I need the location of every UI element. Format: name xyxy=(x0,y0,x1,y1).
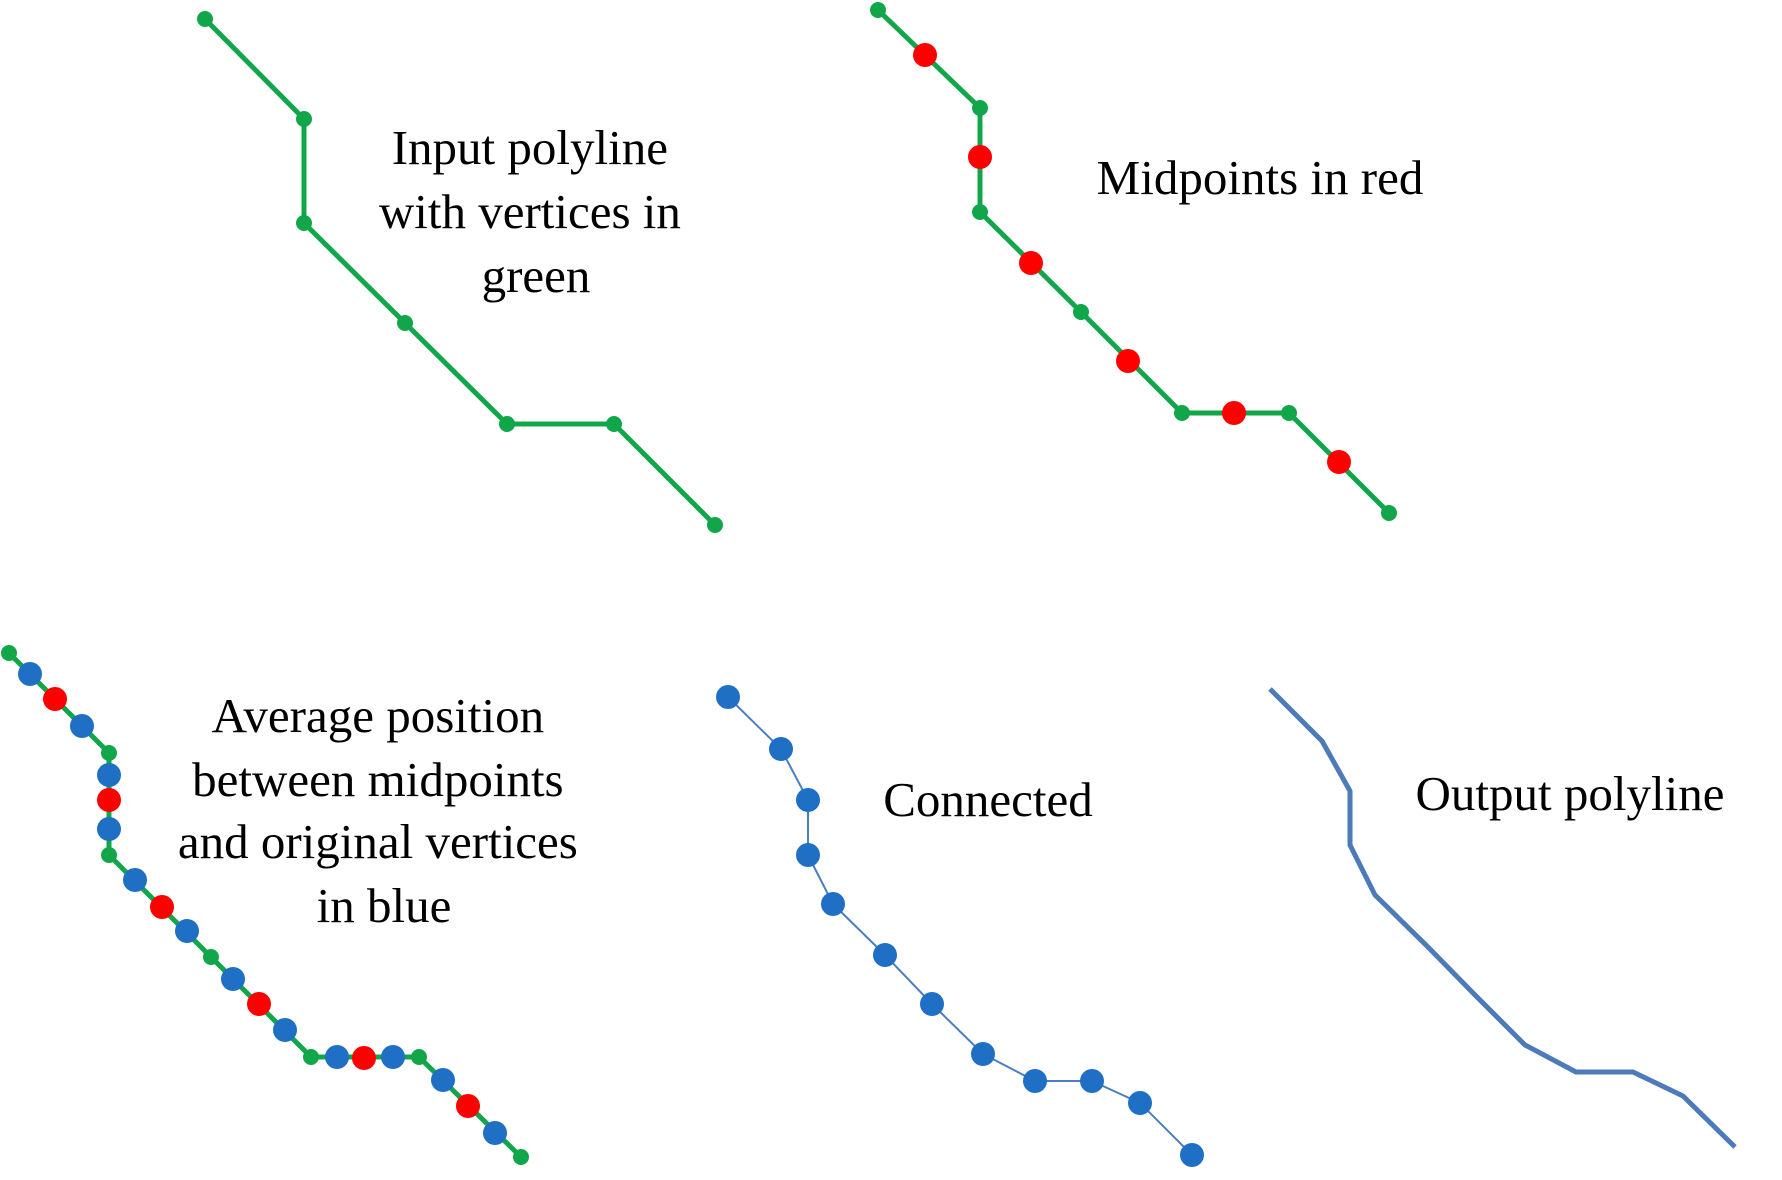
midpanel-vertex-1 xyxy=(870,2,886,18)
connected-point-11 xyxy=(1128,1091,1152,1115)
average-point-5 xyxy=(123,868,147,892)
midpoints-caption: Midpoints in red xyxy=(1097,150,1424,205)
connected-point-8 xyxy=(971,1042,995,1066)
output-caption: Output polyline xyxy=(1416,766,1725,821)
input-vertex-5 xyxy=(499,416,515,432)
connected-point-4 xyxy=(796,843,820,867)
connected-points xyxy=(716,685,1204,1167)
average-panel-vertex-1 xyxy=(1,645,17,661)
input-polyline xyxy=(203,17,717,527)
average-panel-midpoint-1 xyxy=(43,687,67,711)
connected-caption: Connected xyxy=(883,772,1093,827)
connected-point-7 xyxy=(920,992,944,1016)
average-point-3 xyxy=(97,763,121,787)
input-polyline-panel: Input polyline with vertices in green xyxy=(197,11,723,533)
average-panel-midpoint-3 xyxy=(150,895,174,919)
output-panel: Output polyline xyxy=(1268,687,1737,1149)
input-caption-line-3: green xyxy=(482,248,591,303)
average-point-7 xyxy=(221,967,245,991)
midpoint-3 xyxy=(1019,251,1043,275)
midpoint-6 xyxy=(1327,450,1351,474)
average-caption-line-2: between midpoints xyxy=(192,752,564,807)
average-panel: Average position between midpoints and o… xyxy=(1,645,590,1165)
average-panel-midpoint-6 xyxy=(456,1094,480,1118)
connected-point-10 xyxy=(1080,1069,1104,1093)
input-caption: Input polyline with vertices in green xyxy=(379,120,693,303)
input-vertex-1 xyxy=(197,11,213,27)
average-panel-vertex-5 xyxy=(303,1049,319,1065)
midpanel-vertex-6 xyxy=(1281,405,1297,421)
average-panel-midpoint-5 xyxy=(352,1046,376,1070)
input-caption-line-1: Input polyline xyxy=(392,120,668,175)
midpanel-vertex-7 xyxy=(1381,505,1397,521)
output-polyline xyxy=(1268,687,1737,1149)
midpanel-vertex-3 xyxy=(972,204,988,220)
average-point-4 xyxy=(97,817,121,841)
average-point-6 xyxy=(175,919,199,943)
midpoints-panel-vertices xyxy=(870,2,1397,521)
midpanel-vertex-5 xyxy=(1174,405,1190,421)
average-panel-vertex-3 xyxy=(101,847,117,863)
midpoint-5 xyxy=(1222,401,1246,425)
average-panel-vertex-6 xyxy=(411,1049,427,1065)
average-panel-vertex-7 xyxy=(513,1149,529,1165)
connected-point-1 xyxy=(716,685,740,709)
connected-caption-line-1: Connected xyxy=(883,772,1093,827)
average-panel-midpoint-4 xyxy=(247,992,271,1016)
average-point-11 xyxy=(431,1068,455,1092)
connected-point-2 xyxy=(769,737,793,761)
connected-point-9 xyxy=(1023,1069,1047,1093)
connected-panel: Connected xyxy=(716,685,1204,1167)
average-caption-line-3: and original vertices xyxy=(178,814,578,869)
midpoint-1 xyxy=(913,43,937,67)
connected-point-3 xyxy=(796,788,820,812)
midpoints xyxy=(913,43,1351,474)
input-vertex-4 xyxy=(397,315,413,331)
average-point-8 xyxy=(273,1018,297,1042)
output-caption-line-1: Output polyline xyxy=(1416,766,1725,821)
average-caption-line-4: in blue xyxy=(317,878,452,933)
midpoints-polyline xyxy=(876,8,1391,515)
average-caption-line-1: Average position xyxy=(212,688,544,743)
average-panel-vertices xyxy=(1,645,529,1165)
midpoints-caption-line-1: Midpoints in red xyxy=(1097,150,1424,205)
midpoint-2 xyxy=(968,145,992,169)
average-panel-midpoint-2 xyxy=(97,788,121,812)
connected-point-6 xyxy=(873,943,897,967)
average-point-2 xyxy=(70,714,94,738)
midpoints-panel: Midpoints in red xyxy=(870,2,1423,521)
connected-point-12 xyxy=(1180,1143,1204,1167)
average-point-10 xyxy=(381,1045,405,1069)
average-point-1 xyxy=(18,662,42,686)
average-panel-vertex-2 xyxy=(101,745,117,761)
connected-point-5 xyxy=(821,892,845,916)
input-vertex-3 xyxy=(296,215,312,231)
input-vertex-7 xyxy=(707,517,723,533)
average-panel-midpoints xyxy=(43,687,480,1118)
connected-polyline xyxy=(727,696,1193,1156)
average-point-12 xyxy=(483,1121,507,1145)
average-caption: Average position between midpoints and o… xyxy=(178,688,590,933)
average-points xyxy=(18,662,507,1145)
midpanel-vertex-4 xyxy=(1073,304,1089,320)
input-caption-line-2: with vertices in xyxy=(379,184,681,239)
average-point-9 xyxy=(325,1045,349,1069)
midpanel-vertex-2 xyxy=(972,100,988,116)
input-vertex-2 xyxy=(296,111,312,127)
midpoint-4 xyxy=(1116,349,1140,373)
average-panel-vertex-4 xyxy=(203,949,219,965)
input-vertex-6 xyxy=(606,416,622,432)
input-vertices xyxy=(197,11,723,533)
